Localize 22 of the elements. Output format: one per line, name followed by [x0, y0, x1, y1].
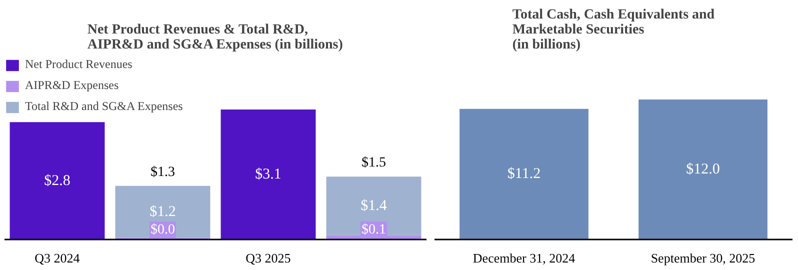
data-label: $3.1	[255, 166, 282, 182]
bar	[220, 110, 316, 240]
chart-title: Total Cash, Cash Equivalents and Marketable Securities (in billions)	[512, 8, 715, 52]
legend-label: AIPR&D Expenses	[25, 78, 119, 93]
x-tick-label: Q3 2024	[34, 250, 80, 266]
chart-title: Net Product Revenues & Total R&D, AIPR&D and SG&A Expenses (in billions)	[87, 22, 344, 52]
bar	[326, 176, 422, 236]
total-label: $1.3	[150, 164, 175, 180]
x-tick-label: Q3 2025	[246, 250, 291, 266]
x-tick-label: December 31, 2024	[472, 250, 576, 266]
data-label: $0.1	[362, 222, 386, 238]
data-label: $0.0	[150, 222, 175, 238]
data-label: $1.4	[360, 198, 388, 214]
legend-label: Total R&D and SG&A Expenses	[25, 99, 183, 114]
data-label: $11.2	[507, 166, 541, 182]
bar	[10, 122, 105, 240]
data-label: $1.2	[150, 204, 176, 220]
data-label: $12.0	[686, 162, 720, 178]
data-label: $2.8	[44, 172, 70, 189]
legend-label: Net Product Revenues	[25, 57, 132, 72]
x-tick-label: September 30, 2025	[650, 250, 756, 266]
total-label: $1.5	[362, 156, 386, 171]
